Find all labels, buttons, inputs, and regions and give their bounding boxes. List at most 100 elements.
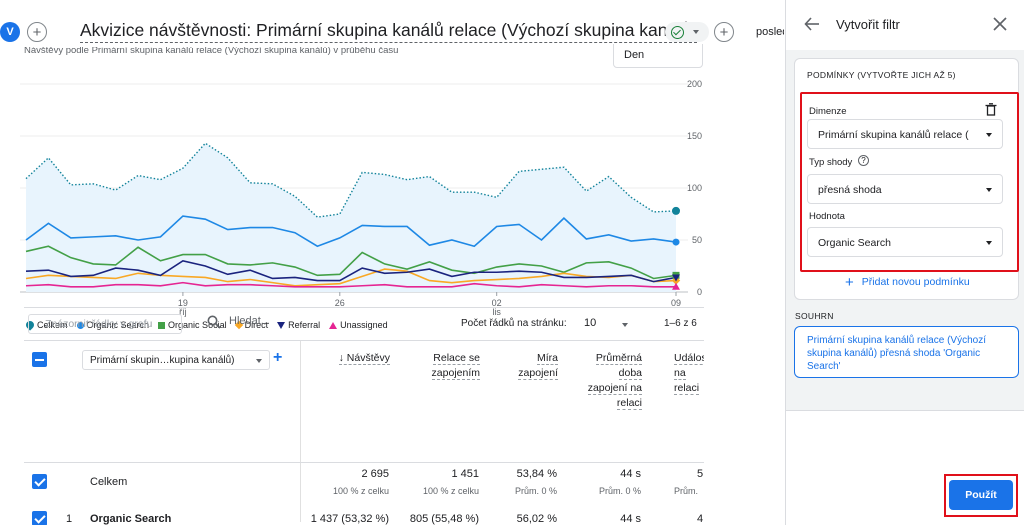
add-condition-button[interactable]: + Přidat novou podmínku <box>845 274 970 291</box>
column-divider <box>300 341 301 522</box>
arrow-back-icon[interactable] <box>804 17 820 31</box>
highlight-box <box>944 474 1018 517</box>
status-chip[interactable] <box>665 22 709 42</box>
table-search-input[interactable] <box>229 315 379 327</box>
cell-engagement-rate: 56,02 % <box>516 513 557 525</box>
row-label[interactable]: Organic Search <box>90 513 172 525</box>
search-icon <box>207 315 221 329</box>
series-line-unassigned <box>25 281 676 288</box>
add-comparison-icon[interactable]: + <box>27 22 47 42</box>
series-line-direct <box>25 268 677 287</box>
chevron-down-icon[interactable] <box>622 323 628 327</box>
conditions-heading: PODMÍNKY (VYTVOŘTE JICH AŽ 5) <box>807 70 956 80</box>
match-type-label: Typ shody <box>809 157 853 168</box>
y-tick-label: 50 <box>692 235 702 245</box>
legend-item-organic-search[interactable]: Organic Search <box>76 320 150 330</box>
value-select[interactable]: Organic Search <box>807 227 1003 257</box>
column-header-visits[interactable]: ↓ Návštěvy <box>338 352 390 365</box>
check-circle-icon <box>671 25 684 39</box>
plus-icon: + <box>845 274 854 291</box>
series-line-celkem <box>25 142 677 218</box>
row-index: 1 <box>66 513 73 525</box>
chevron-down-icon <box>986 241 992 245</box>
page-title: Akvizice návštěvnosti: Primární skupina … <box>80 20 697 43</box>
panel-title: Vytvořit filtr <box>836 17 900 32</box>
end-marker-referral <box>672 274 680 282</box>
column-header-engagement-rate[interactable]: Míra zapojení <box>518 352 558 380</box>
dimension-select[interactable]: Primární skupina kanálů relace ( <box>807 119 1003 149</box>
pagination-label: 1–6 z 6 <box>664 318 697 329</box>
add-dimension-icon[interactable]: + <box>273 349 283 366</box>
legend-item-celkem[interactable]: Celkem <box>24 319 68 331</box>
cell-engagement-rate: 53,84 % <box>516 468 557 480</box>
apply-button[interactable]: Použít <box>949 480 1013 510</box>
dimension-label: Dimenze <box>809 106 847 117</box>
table-header: Primární skupin…kupina kanálů) + ↓ Návšt… <box>24 340 704 522</box>
close-icon[interactable] <box>993 17 1007 31</box>
row-checkbox[interactable] <box>32 474 47 489</box>
chevron-down-icon <box>986 188 992 192</box>
legend-item-organic-social[interactable]: Organic Social <box>158 320 227 330</box>
dimension-select[interactable]: Primární skupin…kupina kanálů) <box>82 350 270 370</box>
y-tick-label: 100 <box>687 183 702 193</box>
highlight-box <box>800 92 1019 272</box>
x-tick-month: lis <box>492 307 501 317</box>
cell-avg-time: 44 s <box>620 468 641 480</box>
table-row[interactable]: 1 Organic Search 1 437 (53,32 %) 805 (55… <box>24 462 704 525</box>
account-avatar[interactable]: V <box>0 22 20 42</box>
column-header-avg-engagement-time[interactable]: Průměrná doba zapojení na relaci <box>587 352 642 410</box>
legend-label: Celkem <box>37 320 68 330</box>
add-condition-label: Přidat novou podmínku <box>861 276 970 288</box>
dimension-select-value: Primární skupina kanálů relace ( <box>818 129 969 141</box>
y-tick-label: 200 <box>687 79 702 89</box>
select-all-checkbox[interactable] <box>32 352 47 367</box>
plot-rows-button[interactable]: Znázornit řádky v grafu <box>28 314 182 334</box>
panel-header: Vytvořit filtr <box>786 0 1024 50</box>
rows-per-page-select[interactable]: 10 <box>584 317 597 329</box>
cell-avg-time-sub: Prům. 0 % <box>598 486 641 496</box>
summary-heading: SOUHRN <box>795 311 834 321</box>
legend-label: Organic Social <box>168 320 227 330</box>
cell-engaged-sessions: 1 451 <box>451 468 479 480</box>
match-type-select-value: přesná shoda <box>818 184 882 196</box>
end-marker-organic-search <box>672 238 680 246</box>
rows-per-page-label: Počet řádků na stránku: <box>461 318 567 329</box>
help-icon[interactable]: ? <box>858 155 869 166</box>
chart-subtitle: Návštěvy podle Primární skupina kanálů r… <box>24 47 399 56</box>
row-label: Celkem <box>90 476 128 488</box>
y-tick-label: 150 <box>687 131 702 141</box>
column-header-events-per-session[interactable]: Událostí na relaci <box>674 351 704 396</box>
cell-visits-sub: 100 % z celku <box>332 486 389 496</box>
cell-events: 5 <box>697 468 704 480</box>
report-area: 200 150 100 50 0 19 říj 26 02 lis 09 Návštěvy pod… <box>0 44 785 525</box>
trash-icon[interactable] <box>985 103 997 116</box>
table-toolbar: Znázornit řádky v grafu Počet řádků na s… <box>24 307 704 339</box>
value-label: Hodnota <box>809 211 845 222</box>
end-marker-celkem <box>672 206 680 215</box>
date-range-label[interactable]: poslední <box>756 26 784 38</box>
series-line-organic-search <box>25 215 677 248</box>
row-checkbox[interactable] <box>32 511 47 525</box>
y-tick-label: 0 <box>697 287 702 297</box>
granularity-select[interactable]: Den <box>613 44 703 68</box>
summary-box: Primární skupina kanálů relace (Výchozí … <box>794 326 1019 378</box>
cell-events: 4 <box>697 513 704 525</box>
square-marker-icon <box>158 321 166 329</box>
x-tick-label: 19 <box>178 298 188 308</box>
cell-engagement-rate-sub: Prům. 0 % <box>514 486 557 496</box>
series-area-celkem <box>26 143 676 292</box>
legend-label: Organic Search <box>86 320 150 330</box>
match-type-select[interactable]: přesná shoda <box>807 174 1003 204</box>
chevron-down-icon <box>986 133 992 137</box>
end-marker-unassigned <box>672 282 680 290</box>
cell-engaged-sessions-sub: 100 % z celku <box>422 486 479 496</box>
table-total-row: Celkem 2 695 100 % z celku 1 451 100 % z… <box>24 426 704 496</box>
column-header-engaged-sessions[interactable]: Relace se zapojením <box>431 352 480 380</box>
x-tick-month: říj <box>179 307 187 317</box>
add-icon[interactable]: + <box>714 22 734 42</box>
chevron-down-icon <box>256 359 262 363</box>
cell-avg-time: 44 s <box>620 513 641 525</box>
x-tick-label: 02 <box>492 298 502 308</box>
panel-footer: Použít <box>786 410 1024 525</box>
